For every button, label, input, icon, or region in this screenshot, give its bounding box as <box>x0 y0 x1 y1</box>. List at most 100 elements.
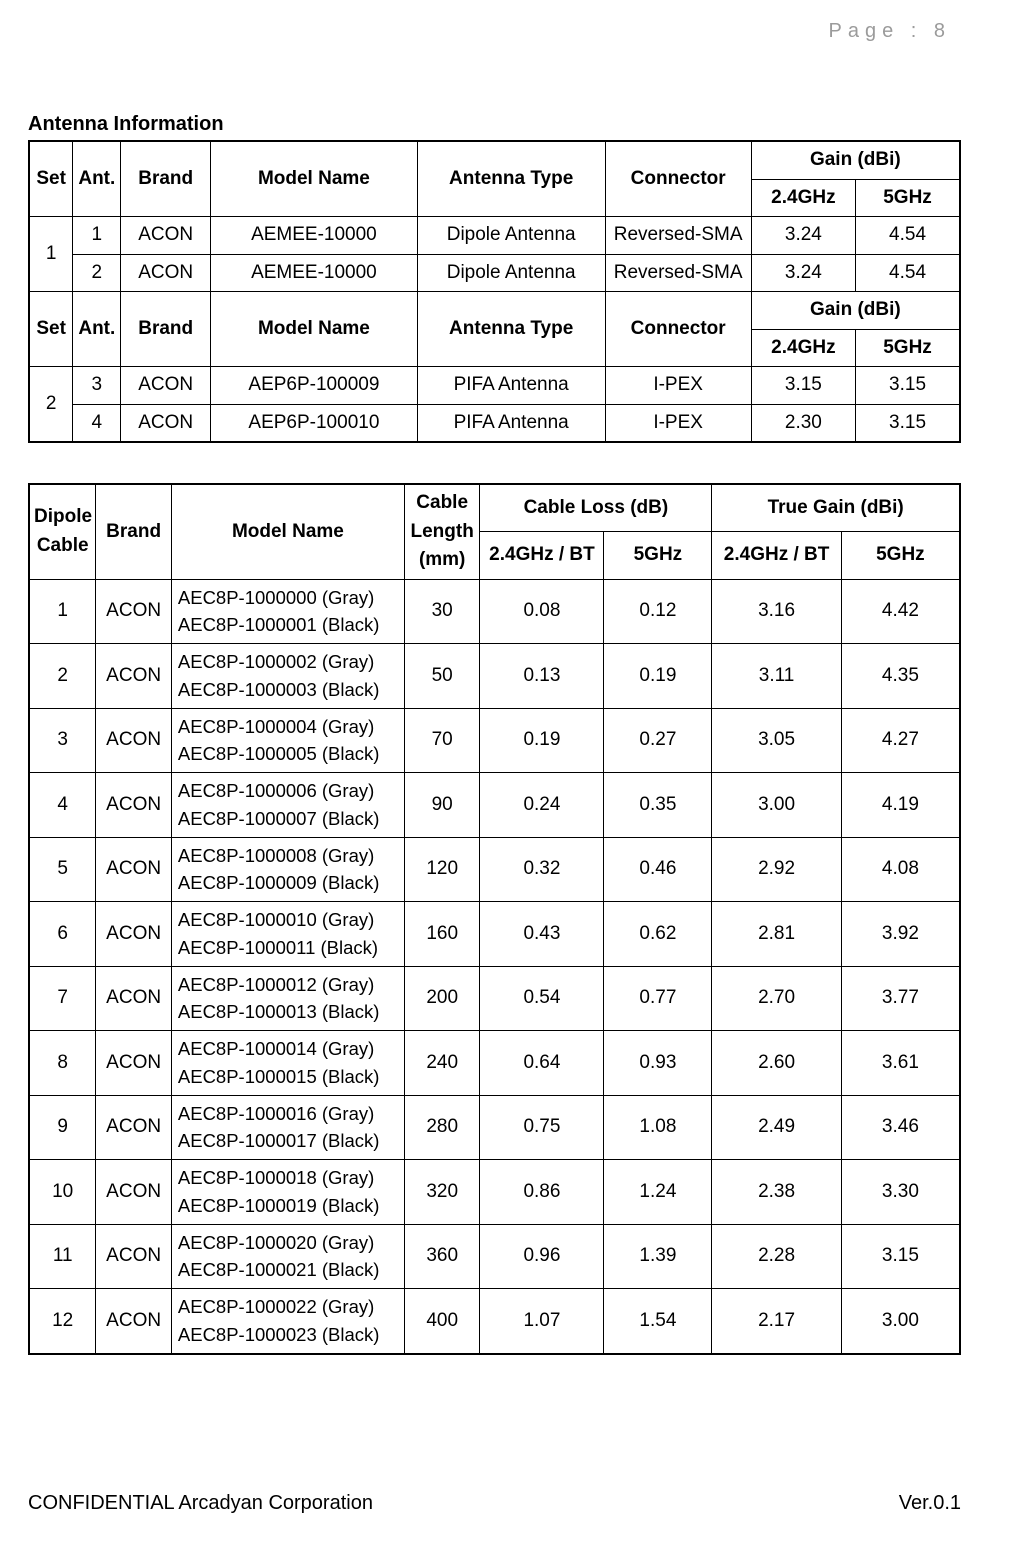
footer: CONFIDENTIAL Arcadyan Corporation Ver.0.… <box>28 1492 961 1515</box>
cell-cl5: 0.35 <box>604 773 712 838</box>
cell-tg5: 3.00 <box>841 1289 960 1354</box>
cell-g5: 3.15 <box>856 404 960 442</box>
cell-idx: 6 <box>29 902 96 967</box>
cell-set: 1 <box>29 217 73 292</box>
cell-g5: 4.54 <box>856 217 960 255</box>
cell-tg5: 3.92 <box>841 902 960 967</box>
cell-len: 70 <box>404 708 480 773</box>
cell-cl5: 0.77 <box>604 966 712 1031</box>
cell-connector: Reversed-SMA <box>605 254 751 292</box>
cell-connector: I-PEX <box>605 404 751 442</box>
th-tg5: 5GHz <box>841 532 960 579</box>
cell-len: 50 <box>404 644 480 709</box>
table-row: 1ACONAEC8P-1000000 (Gray)AEC8P-1000001 (… <box>29 579 960 644</box>
cell-tg24: 3.16 <box>712 579 841 644</box>
cell-tg24: 3.00 <box>712 773 841 838</box>
cell-idx: 3 <box>29 708 96 773</box>
cell-idx: 1 <box>29 579 96 644</box>
th-cableloss: Cable Loss (dB) <box>480 484 712 532</box>
cell-tg5: 3.30 <box>841 1160 960 1225</box>
cell-len: 320 <box>404 1160 480 1225</box>
cell-len: 240 <box>404 1031 480 1096</box>
cell-model: AEC8P-1000022 (Gray)AEC8P-1000023 (Black… <box>171 1289 404 1354</box>
cell-ant: 2 <box>73 254 121 292</box>
th-brand: Brand <box>96 484 172 579</box>
cell-len: 30 <box>404 579 480 644</box>
table-row: 4ACONAEP6P-100010PIFA AntennaI-PEX2.303.… <box>29 404 960 442</box>
cell-model: AEC8P-1000002 (Gray)AEC8P-1000003 (Black… <box>171 644 404 709</box>
cell-tg24: 3.05 <box>712 708 841 773</box>
cell-brand: ACON <box>96 579 172 644</box>
cell-brand: ACON <box>96 1289 172 1354</box>
th-model: Model Name <box>211 292 418 367</box>
cell-model: AEC8P-1000006 (Gray)AEC8P-1000007 (Black… <box>171 773 404 838</box>
cell-idx: 10 <box>29 1160 96 1225</box>
cell-model: AEC8P-1000012 (Gray)AEC8P-1000013 (Black… <box>171 966 404 1031</box>
cell-tg24: 2.70 <box>712 966 841 1031</box>
cell-idx: 2 <box>29 644 96 709</box>
th-cl24: 2.4GHz / BT <box>480 532 604 579</box>
cell-type: Dipole Antenna <box>417 217 605 255</box>
cell-cl5: 1.39 <box>604 1224 712 1289</box>
table-row: 6ACONAEC8P-1000010 (Gray)AEC8P-1000011 (… <box>29 902 960 967</box>
cell-type: Dipole Antenna <box>417 254 605 292</box>
th-model: Model Name <box>211 141 418 217</box>
cell-cl24: 0.19 <box>480 708 604 773</box>
cable-table: Dipole Cable Brand Model Name Cable Leng… <box>28 483 961 1355</box>
cell-idx: 8 <box>29 1031 96 1096</box>
cell-idx: 11 <box>29 1224 96 1289</box>
table-row: 3ACONAEC8P-1000004 (Gray)AEC8P-1000005 (… <box>29 708 960 773</box>
cell-tg5: 3.61 <box>841 1031 960 1096</box>
cell-brand: ACON <box>96 1224 172 1289</box>
th-cablelen: Cable Length (mm) <box>404 484 480 579</box>
cell-brand: ACON <box>96 966 172 1031</box>
cell-cl24: 0.54 <box>480 966 604 1031</box>
cell-brand: ACON <box>96 1160 172 1225</box>
cell-brand: ACON <box>96 837 172 902</box>
cell-cl5: 0.46 <box>604 837 712 902</box>
table-row: 11ACONAEC8P-1000020 (Gray)AEC8P-1000021 … <box>29 1224 960 1289</box>
cell-ant: 1 <box>73 217 121 255</box>
cell-cl24: 0.08 <box>480 579 604 644</box>
cell-brand: ACON <box>96 773 172 838</box>
cell-tg24: 2.49 <box>712 1095 841 1160</box>
cell-type: PIFA Antenna <box>417 404 605 442</box>
th-g5: 5GHz <box>856 329 960 367</box>
cell-model: AEMEE-10000 <box>211 254 418 292</box>
cell-model: AEC8P-1000008 (Gray)AEC8P-1000009 (Black… <box>171 837 404 902</box>
cell-tg5: 3.77 <box>841 966 960 1031</box>
cell-model: AEC8P-1000000 (Gray)AEC8P-1000001 (Black… <box>171 579 404 644</box>
cell-cl5: 0.12 <box>604 579 712 644</box>
table-row: 7ACONAEC8P-1000012 (Gray)AEC8P-1000013 (… <box>29 966 960 1031</box>
th-connector: Connector <box>605 292 751 367</box>
th-brand: Brand <box>121 292 211 367</box>
cell-g5: 3.15 <box>856 367 960 405</box>
cell-tg5: 4.19 <box>841 773 960 838</box>
th-type: Antenna Type <box>417 141 605 217</box>
th-brand: Brand <box>121 141 211 217</box>
cell-idx: 9 <box>29 1095 96 1160</box>
th-gain: Gain (dBi) <box>751 292 960 330</box>
th-gain: Gain (dBi) <box>751 141 960 179</box>
th-type: Antenna Type <box>417 292 605 367</box>
cell-brand: ACON <box>121 254 211 292</box>
footer-left: CONFIDENTIAL Arcadyan Corporation <box>28 1492 373 1515</box>
cell-tg24: 2.92 <box>712 837 841 902</box>
cell-ant: 4 <box>73 404 121 442</box>
th-ant: Ant. <box>73 141 121 217</box>
cell-tg24: 2.60 <box>712 1031 841 1096</box>
cell-connector: I-PEX <box>605 367 751 405</box>
cell-tg24: 2.28 <box>712 1224 841 1289</box>
cell-len: 90 <box>404 773 480 838</box>
table-row: 4ACONAEC8P-1000006 (Gray)AEC8P-1000007 (… <box>29 773 960 838</box>
cell-cl24: 1.07 <box>480 1289 604 1354</box>
cell-len: 280 <box>404 1095 480 1160</box>
th-truegain: True Gain (dBi) <box>712 484 960 532</box>
cell-cl24: 0.64 <box>480 1031 604 1096</box>
th-g5: 5GHz <box>856 179 960 217</box>
cell-len: 200 <box>404 966 480 1031</box>
th-connector: Connector <box>605 141 751 217</box>
th-set: Set <box>29 141 73 217</box>
cell-len: 360 <box>404 1224 480 1289</box>
th-cl5: 5GHz <box>604 532 712 579</box>
